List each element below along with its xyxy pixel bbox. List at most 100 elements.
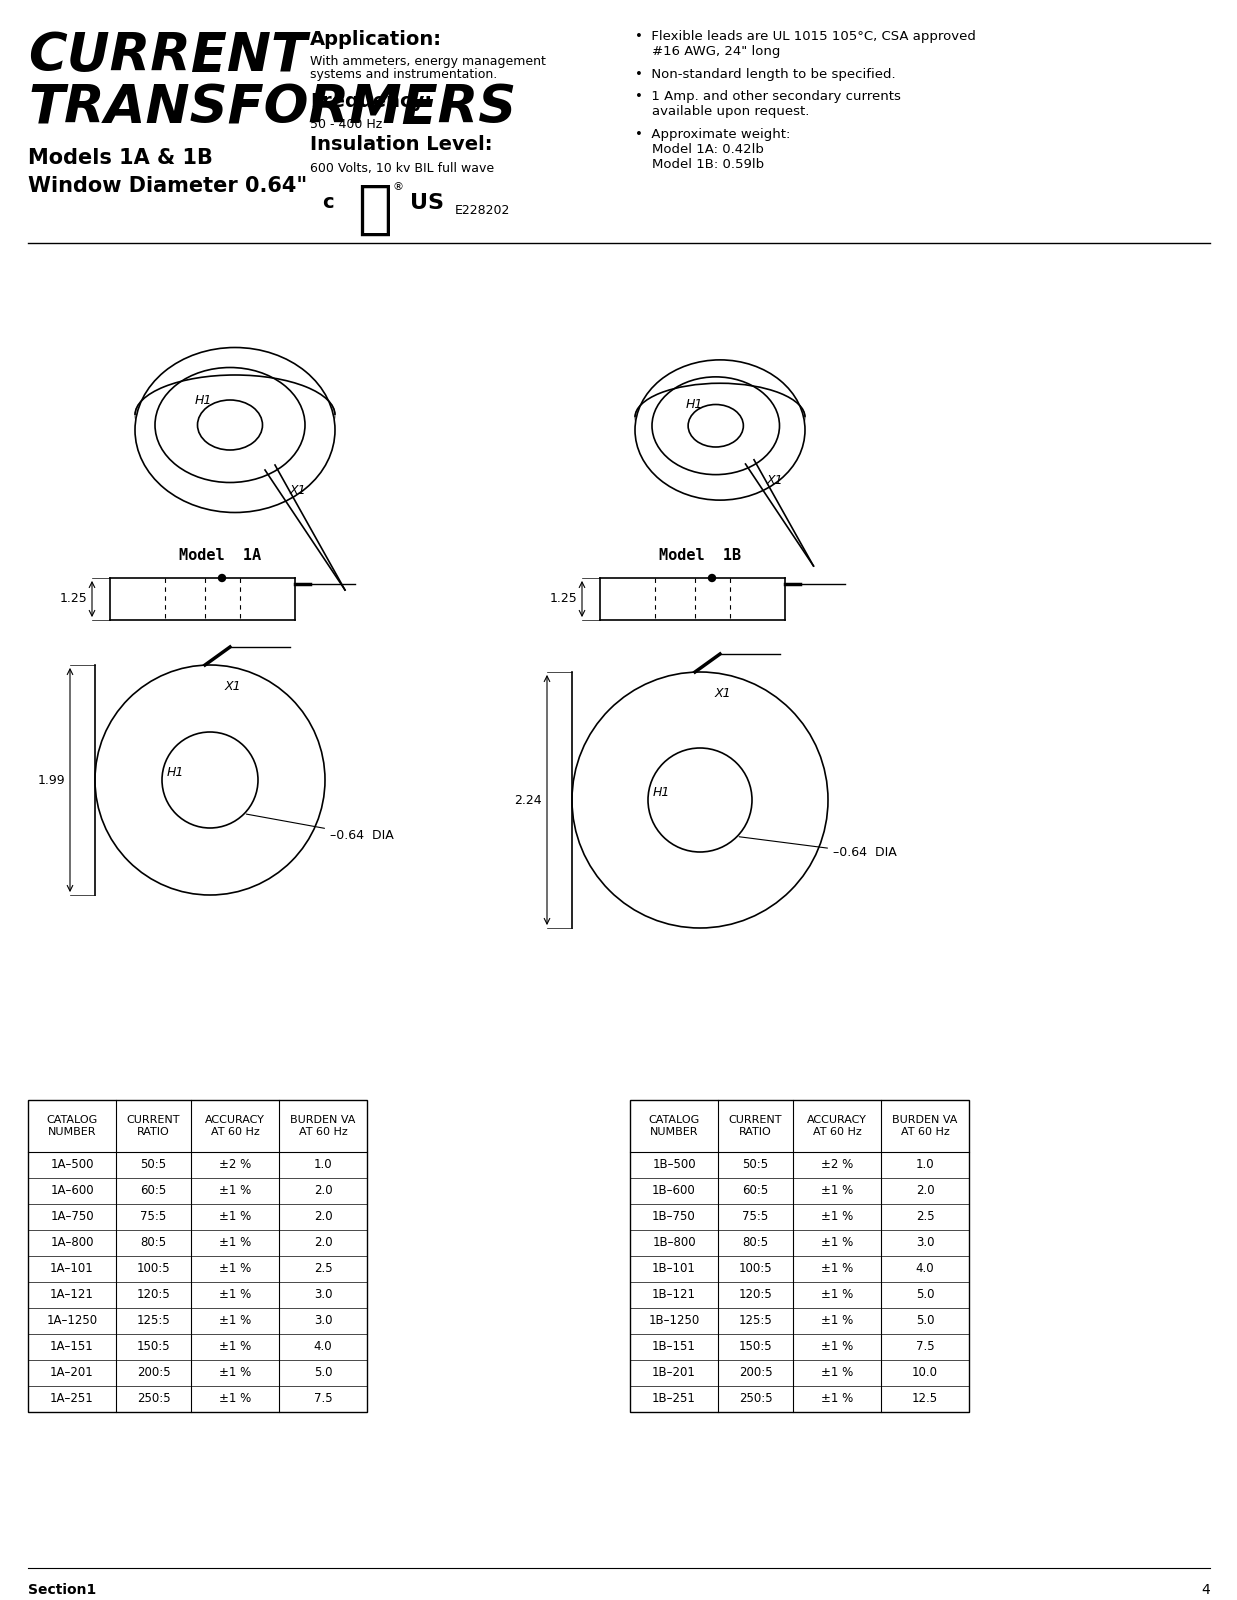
Text: ±1 %: ±1 % [219,1288,251,1301]
Text: 60:5: 60:5 [742,1184,768,1197]
Text: 1B–500: 1B–500 [652,1158,695,1171]
Text: CATALOG
NUMBER: CATALOG NUMBER [46,1115,98,1138]
Text: 1B–750: 1B–750 [652,1211,696,1224]
Text: BURDEN VA
AT 60 Hz: BURDEN VA AT 60 Hz [291,1115,356,1138]
Text: 80:5: 80:5 [141,1237,167,1250]
Text: 100:5: 100:5 [738,1262,772,1275]
Text: ±1 %: ±1 % [821,1211,854,1224]
Text: ACCURACY
AT 60 Hz: ACCURACY AT 60 Hz [205,1115,265,1138]
Text: 50:5: 50:5 [742,1158,768,1171]
Ellipse shape [635,384,805,451]
Text: 2.24: 2.24 [515,794,542,806]
Text: H1: H1 [195,394,213,406]
Text: •  Flexible leads are UL 1015 105°C, CSA approved: • Flexible leads are UL 1015 105°C, CSA … [635,30,976,43]
Text: 1B–1250: 1B–1250 [648,1315,700,1328]
Text: 1A–121: 1A–121 [49,1288,94,1301]
Text: ±1 %: ±1 % [821,1262,854,1275]
Text: 150:5: 150:5 [136,1341,171,1354]
Circle shape [709,574,715,581]
Text: systems and instrumentation.: systems and instrumentation. [310,67,497,82]
Circle shape [219,574,225,581]
Text: 7.5: 7.5 [314,1392,333,1405]
Text: CATALOG
NUMBER: CATALOG NUMBER [648,1115,700,1138]
Text: X1: X1 [715,686,731,701]
Text: CURRENT: CURRENT [28,30,307,82]
Text: X1: X1 [225,680,241,693]
Text: 10.0: 10.0 [912,1366,938,1379]
Text: X1: X1 [767,475,783,488]
Text: ±1 %: ±1 % [821,1237,854,1250]
Text: 12.5: 12.5 [912,1392,938,1405]
Text: –0.64  DIA: –0.64 DIA [246,814,393,842]
Circle shape [648,749,752,851]
Text: 80:5: 80:5 [742,1237,768,1250]
Text: TRANSFORMERS: TRANSFORMERS [28,82,516,134]
Text: 5.0: 5.0 [915,1315,934,1328]
Text: ±1 %: ±1 % [821,1341,854,1354]
Text: 75:5: 75:5 [140,1211,167,1224]
Text: 200:5: 200:5 [136,1366,171,1379]
Text: 1B–800: 1B–800 [652,1237,695,1250]
Text: c: c [322,194,334,213]
Ellipse shape [135,347,335,512]
Text: #16 AWG, 24" long: #16 AWG, 24" long [635,45,781,58]
Text: Window Diameter 0.64": Window Diameter 0.64" [28,176,307,195]
Text: 1A–1250: 1A–1250 [47,1315,98,1328]
Text: 5.0: 5.0 [314,1366,333,1379]
Text: 200:5: 200:5 [738,1366,772,1379]
Text: 1A–251: 1A–251 [51,1392,94,1405]
Text: •  1 Amp. and other secondary currents: • 1 Amp. and other secondary currents [635,90,901,102]
Text: H1: H1 [653,786,670,798]
Text: 150:5: 150:5 [738,1341,772,1354]
Text: 3.0: 3.0 [915,1237,934,1250]
Bar [630,1101,969,1411]
Text: ±1 %: ±1 % [219,1392,251,1405]
Text: ±1 %: ±1 % [219,1184,251,1197]
Text: 1A–500: 1A–500 [51,1158,94,1171]
Text: E228202: E228202 [455,203,511,216]
Text: 2.0: 2.0 [314,1237,333,1250]
Text: ±2 %: ±2 % [821,1158,854,1171]
Text: 1.0: 1.0 [314,1158,333,1171]
Text: 1B–101: 1B–101 [652,1262,696,1275]
Text: Model 1A: 0.42lb: Model 1A: 0.42lb [635,142,764,157]
Ellipse shape [135,374,335,454]
Text: 7.5: 7.5 [915,1341,934,1354]
Text: 3.0: 3.0 [314,1315,333,1328]
Text: 2.0: 2.0 [314,1184,333,1197]
Text: US: US [409,194,444,213]
Text: Section1: Section1 [28,1582,96,1597]
Text: ±1 %: ±1 % [219,1237,251,1250]
Text: 2.5: 2.5 [915,1211,934,1224]
Text: 250:5: 250:5 [738,1392,772,1405]
Text: 2.0: 2.0 [915,1184,934,1197]
Text: ±1 %: ±1 % [821,1315,854,1328]
Ellipse shape [688,405,743,446]
Text: 4: 4 [1201,1582,1210,1597]
Text: Ⓤ: Ⓤ [357,181,392,237]
Text: ACCURACY
AT 60 Hz: ACCURACY AT 60 Hz [807,1115,867,1138]
Text: 1B–251: 1B–251 [652,1392,696,1405]
Text: 1.25: 1.25 [549,592,576,605]
Text: 125:5: 125:5 [136,1315,171,1328]
Text: ±1 %: ±1 % [219,1341,251,1354]
Text: 1B–151: 1B–151 [652,1341,696,1354]
Text: 50 - 400 Hz: 50 - 400 Hz [310,118,382,131]
Text: 1A–101: 1A–101 [51,1262,94,1275]
Text: ±1 %: ±1 % [219,1315,251,1328]
Text: 600 Volts, 10 kv BIL full wave: 600 Volts, 10 kv BIL full wave [310,162,494,174]
Bar [28,1101,367,1411]
Text: 1.99: 1.99 [37,773,66,787]
Ellipse shape [155,368,306,483]
Text: ±2 %: ±2 % [219,1158,251,1171]
Text: Frequency:: Frequency: [310,91,432,110]
Text: BURDEN VA
AT 60 Hz: BURDEN VA AT 60 Hz [892,1115,957,1138]
Text: 125:5: 125:5 [738,1315,772,1328]
Text: 1A–201: 1A–201 [51,1366,94,1379]
Text: Models 1A & 1B: Models 1A & 1B [28,149,213,168]
Text: Application:: Application: [310,30,442,50]
Ellipse shape [198,400,262,450]
Ellipse shape [635,360,805,501]
Text: 1A–151: 1A–151 [51,1341,94,1354]
Text: ±1 %: ±1 % [821,1184,854,1197]
